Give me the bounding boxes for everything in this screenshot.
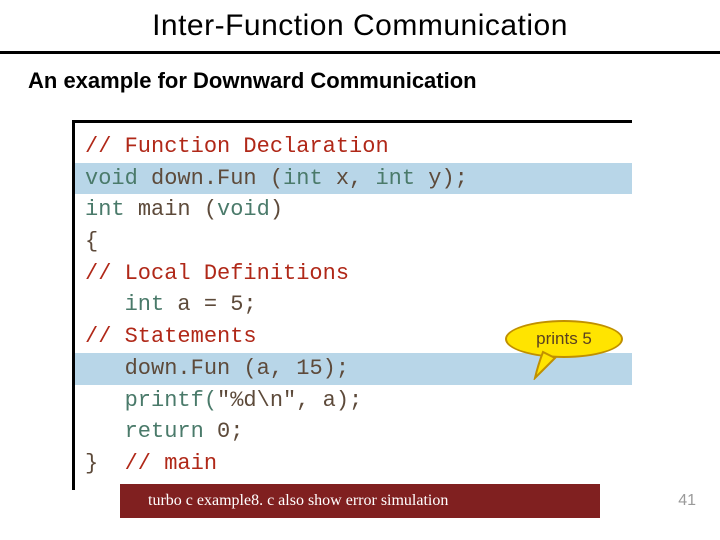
code-line-11: } // main — [75, 448, 632, 480]
code-line-5: // Local Definitions — [75, 258, 632, 290]
page-number: 41 — [678, 492, 696, 510]
code-line-4: { — [75, 226, 632, 258]
code-line-9: printf("%d\n", a); — [75, 385, 632, 417]
callout-bubble: prints 5 — [505, 320, 625, 368]
code-line-1: // Function Declaration — [75, 131, 632, 163]
callout-text: prints 5 — [536, 329, 592, 349]
code-block: // Function Declaration void down.Fun (i… — [72, 120, 632, 490]
slide-title: Inter-Function Communication — [152, 9, 568, 43]
code-line-3: int main (void) — [75, 194, 632, 226]
footer-bar: turbo c example8. c also show error simu… — [120, 484, 600, 518]
callout-tail-icon — [533, 350, 573, 380]
slide-subtitle: An example for Downward Communication — [28, 68, 720, 94]
footer-text: turbo c example8. c also show error simu… — [148, 492, 448, 510]
code-line-10: return 0; — [75, 416, 632, 448]
code-line-6: int a = 5; — [75, 289, 632, 321]
title-bar: Inter-Function Communication — [0, 0, 720, 54]
code-line-2: void down.Fun (int x, int y); — [75, 163, 632, 195]
